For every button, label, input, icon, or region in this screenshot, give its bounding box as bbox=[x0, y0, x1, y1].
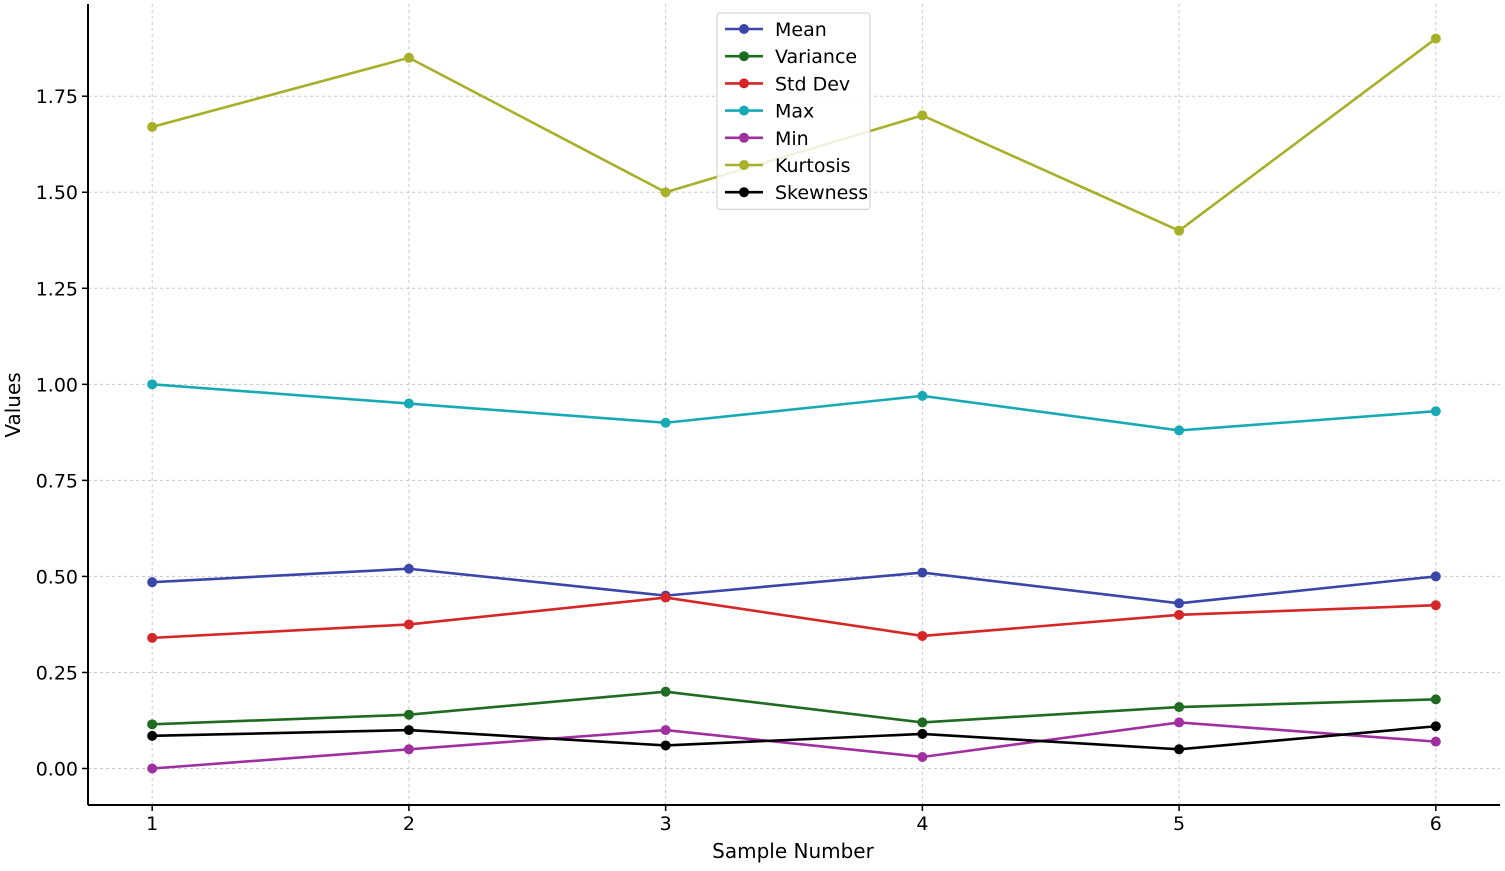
data-point bbox=[403, 398, 414, 409]
series-skewness bbox=[147, 721, 1441, 755]
legend-swatch-marker bbox=[739, 187, 749, 198]
legend-swatch-marker bbox=[739, 132, 749, 143]
legend-label: Max bbox=[775, 101, 814, 123]
legend-item: Max bbox=[725, 101, 814, 123]
data-point bbox=[1174, 425, 1185, 436]
data-point bbox=[1430, 694, 1441, 705]
y-tick-label: 0.50 bbox=[36, 566, 78, 588]
legend-label: Min bbox=[775, 128, 809, 150]
data-point bbox=[1430, 571, 1441, 582]
y-tick-label: 0.75 bbox=[36, 470, 78, 492]
data-point bbox=[403, 725, 414, 736]
data-point bbox=[1430, 33, 1441, 44]
data-point bbox=[1174, 225, 1185, 236]
data-point bbox=[660, 187, 671, 198]
data-point bbox=[147, 121, 158, 132]
series-line bbox=[152, 721, 1436, 770]
axes-layer: 1 2 3 4 5 6 0.00 0.25 0.50 0.75 1.00 1.25 1.50 1.75 bbox=[36, 4, 1500, 835]
data-point bbox=[403, 563, 414, 574]
data-point bbox=[1174, 609, 1185, 620]
data-point bbox=[147, 632, 158, 643]
legend-label: Skewness bbox=[775, 182, 868, 204]
y-tick-label: 1.25 bbox=[36, 278, 78, 300]
x-axis-label: Sample Number bbox=[712, 839, 874, 863]
data-point bbox=[917, 728, 928, 739]
data-point bbox=[1430, 721, 1441, 732]
data-point bbox=[1430, 406, 1441, 417]
grid-layer bbox=[88, 4, 1500, 805]
legend-item: Mean bbox=[725, 19, 827, 41]
data-point bbox=[403, 619, 414, 630]
data-point bbox=[917, 630, 928, 641]
legend-label: Std Dev bbox=[775, 73, 850, 95]
data-point bbox=[917, 751, 928, 762]
series-variance bbox=[147, 686, 1441, 730]
data-point bbox=[403, 709, 414, 720]
legend-label: Mean bbox=[775, 19, 827, 41]
x-tick-label: 6 bbox=[1430, 813, 1442, 835]
legend-item: Kurtosis bbox=[725, 155, 851, 177]
data-point bbox=[1174, 717, 1185, 728]
data-point bbox=[660, 740, 671, 751]
x-tick-label: 4 bbox=[916, 813, 928, 835]
data-point bbox=[403, 744, 414, 755]
x-tick-label: 3 bbox=[660, 813, 672, 835]
x-tick-label: 1 bbox=[146, 813, 158, 835]
data-point bbox=[1430, 600, 1441, 611]
legend-item: Std Dev bbox=[725, 73, 850, 95]
series-min bbox=[147, 717, 1441, 774]
data-point bbox=[660, 417, 671, 428]
legend-swatch-marker bbox=[739, 51, 749, 62]
legend: Mean Variance Std Dev Max Min Kurtosis Skewnes… bbox=[716, 12, 871, 210]
legend-item: Variance bbox=[725, 46, 857, 68]
y-tick-label: 0.25 bbox=[36, 662, 78, 684]
y-tick-label: 1.00 bbox=[36, 374, 78, 396]
series-max bbox=[147, 379, 1441, 436]
series-line bbox=[152, 383, 1436, 432]
legend-label: Kurtosis bbox=[775, 155, 851, 177]
x-tick-label: 2 bbox=[403, 813, 415, 835]
data-point bbox=[917, 390, 928, 401]
legend-swatch-marker bbox=[739, 24, 749, 34]
y-tick-label: 1.50 bbox=[36, 182, 78, 204]
data-point bbox=[147, 577, 158, 588]
data-point bbox=[917, 717, 928, 728]
data-point bbox=[147, 379, 158, 390]
data-point bbox=[660, 592, 671, 603]
series-std-dev bbox=[147, 592, 1441, 643]
data-point bbox=[917, 110, 928, 121]
legend-box bbox=[716, 12, 871, 210]
data-point bbox=[147, 719, 158, 730]
data-point bbox=[1174, 598, 1185, 609]
series-line bbox=[152, 567, 1436, 605]
legend-label: Variance bbox=[775, 46, 857, 68]
y-tick-label: 1.75 bbox=[36, 86, 78, 108]
legend-item: Min bbox=[725, 128, 809, 150]
data-point bbox=[147, 763, 158, 774]
legend-item: Skewness bbox=[725, 182, 868, 204]
series-line bbox=[152, 690, 1436, 726]
series-line bbox=[152, 724, 1436, 751]
data-point bbox=[660, 725, 671, 736]
x-tick-label: 5 bbox=[1173, 813, 1185, 835]
y-axis-label: Values bbox=[1, 372, 25, 437]
data-point bbox=[147, 730, 158, 741]
data-point bbox=[917, 567, 928, 578]
data-point bbox=[403, 52, 414, 63]
series-mean bbox=[147, 563, 1441, 609]
data-point bbox=[1174, 702, 1185, 713]
legend-swatch-marker bbox=[739, 160, 749, 170]
data-point bbox=[1174, 744, 1185, 755]
data-point bbox=[660, 686, 671, 697]
data-point bbox=[1430, 736, 1441, 747]
series-line bbox=[152, 596, 1436, 640]
legend-swatch-marker bbox=[739, 78, 749, 89]
y-tick-label: 0.00 bbox=[36, 759, 78, 781]
legend-swatch-marker bbox=[739, 105, 749, 116]
